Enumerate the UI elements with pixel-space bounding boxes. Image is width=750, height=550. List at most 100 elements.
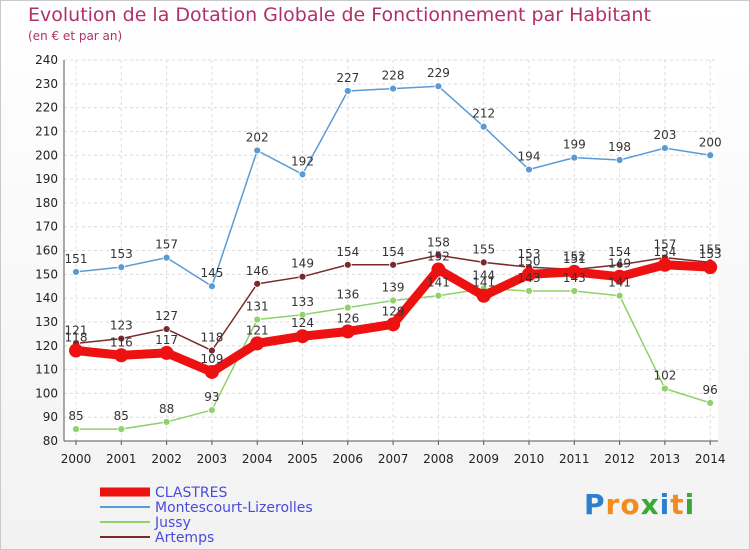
data-label: 154	[382, 245, 405, 259]
y-tick-label: 140	[35, 291, 58, 305]
data-point	[661, 144, 669, 153]
data-point	[162, 253, 171, 262]
logo-letter: o	[620, 488, 641, 521]
data-label: 150	[518, 254, 541, 268]
logo-letter: P	[584, 488, 606, 521]
data-label: 118	[200, 331, 223, 345]
data-point	[295, 329, 310, 344]
data-label: 143	[563, 271, 586, 285]
x-tick-label: 2001	[106, 452, 137, 466]
data-label: 141	[427, 276, 450, 290]
y-tick-label: 100	[35, 386, 58, 400]
x-tick-label: 2013	[650, 452, 681, 466]
data-label: 194	[518, 150, 541, 164]
data-point	[253, 279, 262, 288]
y-tick-label: 110	[35, 363, 58, 377]
x-tick-label: 2009	[468, 452, 499, 466]
data-label: 93	[204, 390, 219, 404]
data-point	[570, 287, 579, 295]
data-point	[434, 82, 443, 91]
y-tick-label: 240	[35, 53, 58, 67]
proxiti-logo: Proxiti	[584, 488, 695, 521]
data-point	[117, 263, 126, 272]
y-tick-label: 220	[35, 101, 58, 115]
data-label: 229	[427, 66, 450, 80]
y-tick-label: 200	[35, 148, 58, 162]
data-label: 152	[563, 250, 586, 264]
logo-letter: x	[640, 488, 660, 521]
data-label: 212	[472, 107, 495, 121]
data-label: 155	[472, 242, 495, 256]
data-point	[476, 288, 491, 303]
data-label: 126	[336, 311, 359, 325]
data-label: 146	[246, 264, 269, 278]
logo-letter: i	[684, 488, 696, 521]
data-point	[389, 296, 398, 305]
data-point	[434, 251, 443, 260]
data-point	[615, 156, 624, 164]
data-point	[479, 122, 488, 131]
data-point	[72, 425, 80, 433]
y-tick-label: 190	[35, 172, 58, 186]
data-label: 118	[65, 331, 88, 345]
y-tick-label: 80	[43, 434, 58, 448]
y-tick-label: 90	[43, 410, 58, 424]
data-point	[706, 398, 715, 407]
data-point	[253, 146, 262, 155]
x-tick-label: 2007	[378, 452, 409, 466]
logo-letter: i	[659, 488, 671, 521]
data-label: 96	[703, 383, 718, 397]
data-label: 153	[518, 247, 541, 261]
data-label: 202	[246, 130, 269, 144]
data-label: 154	[653, 245, 676, 259]
data-point	[343, 260, 352, 269]
y-tick-label: 150	[35, 267, 58, 281]
y-tick-label: 210	[35, 124, 58, 138]
data-label: 157	[155, 238, 178, 252]
data-label: 88	[159, 402, 174, 416]
data-point	[612, 269, 627, 284]
data-point	[340, 324, 355, 339]
data-point	[298, 310, 307, 319]
x-tick-label: 2014	[695, 452, 726, 466]
data-point	[570, 153, 579, 162]
data-point	[661, 384, 669, 393]
data-label: 136	[336, 288, 359, 302]
data-label: 227	[336, 71, 359, 85]
data-label: 139	[382, 281, 405, 295]
data-label: 153	[110, 247, 133, 261]
data-label: 144	[472, 269, 495, 283]
data-point	[207, 406, 216, 414]
x-tick-label: 2000	[61, 452, 92, 466]
data-label: 102	[653, 369, 676, 383]
data-label: 149	[291, 257, 314, 271]
data-point	[207, 282, 216, 291]
data-label: 154	[336, 245, 359, 259]
data-point	[162, 418, 171, 426]
data-label: 145	[200, 266, 223, 280]
y-tick-label: 230	[35, 77, 58, 91]
data-label: 198	[608, 140, 631, 154]
data-label: 157	[653, 238, 676, 252]
x-tick-label: 2005	[287, 452, 318, 466]
y-tick-label: 160	[35, 244, 58, 258]
data-label: 153	[699, 247, 722, 261]
data-point	[204, 364, 219, 379]
data-point	[389, 260, 398, 269]
data-point	[434, 291, 443, 300]
data-point	[253, 315, 262, 324]
x-tick-label: 2003	[197, 452, 228, 466]
x-tick-label: 2004	[242, 452, 273, 466]
data-label: 192	[291, 154, 314, 168]
data-label: 141	[472, 276, 495, 290]
legend-entry: Montescourt-Lizerolles	[155, 500, 313, 516]
data-label: 121	[246, 323, 269, 337]
logo-letter: r	[605, 488, 621, 521]
x-tick-label: 2006	[333, 452, 364, 466]
legend-entry: Artemps	[155, 530, 214, 546]
data-label: 109	[200, 352, 223, 366]
data-label: 149	[608, 257, 631, 271]
data-label: 203	[653, 128, 676, 142]
logo-letter: t	[670, 488, 685, 521]
